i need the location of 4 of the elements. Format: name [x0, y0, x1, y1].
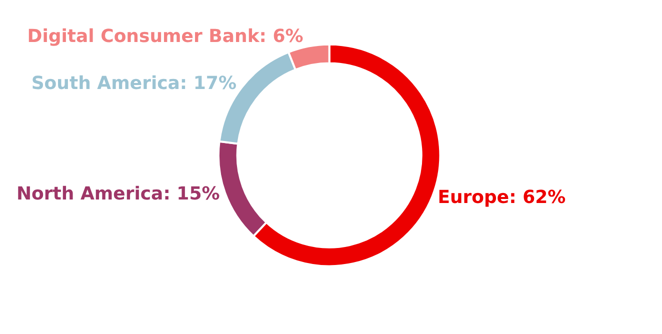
slice-label: Digital Consumer Bank: 6% — [27, 26, 304, 47]
slice-label: Europe: 62% — [438, 187, 566, 208]
slice-label: South America: 17% — [31, 72, 236, 94]
slice-label: North America: 15% — [16, 184, 220, 205]
